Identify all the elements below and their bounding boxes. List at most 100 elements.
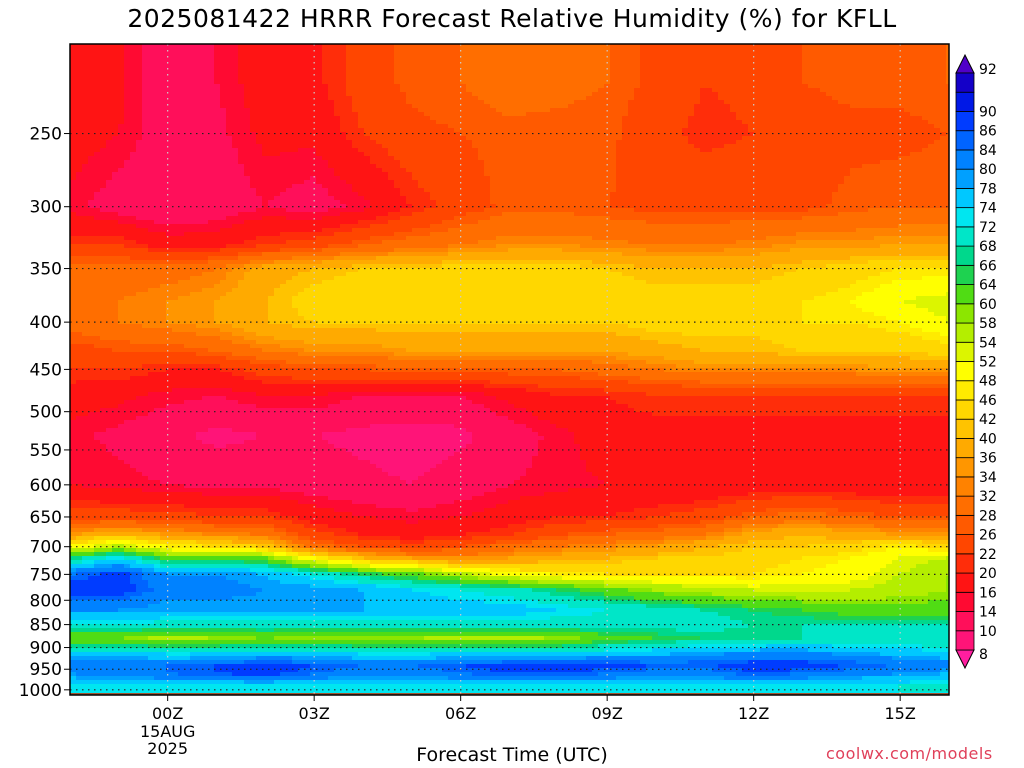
rh-cell-14-24 [214,100,221,105]
rh-cell-14-119 [784,100,791,105]
rh-cell-0-104 [694,44,701,49]
rh-cell-10-5 [100,84,107,89]
rh-cell-30-11 [136,164,143,169]
rh-cell-22-15 [160,132,167,137]
rh-cell-2-66 [466,52,473,57]
rh-cell-13-14 [154,96,161,101]
rh-cell-7-134 [874,72,881,77]
rh-cell-23-146 [946,136,949,141]
rh-cell-22-54 [394,132,401,137]
rh-cell-5-58 [418,64,425,69]
rh-cell-31-99 [664,168,671,173]
rh-cell-27-116 [766,152,773,157]
rh-cell-23-62 [442,136,449,141]
rh-cell-5-44 [334,64,341,69]
rh-cell-26-49 [364,148,371,153]
rh-cell-25-130 [850,144,857,149]
rh-cell-19-42 [322,120,329,125]
rh-cell-5-144 [934,64,941,69]
rh-cell-18-133 [868,116,875,121]
rh-cell-17-29 [244,112,251,117]
rh-cell-16-49 [364,108,371,113]
rh-cell-29-144 [934,160,941,165]
rh-cell-33-97 [652,176,659,181]
rh-cell-4-55 [400,60,407,65]
rh-cell-1-111 [736,48,743,53]
rh-cell-25-87 [592,144,599,149]
rh-cell-27-69 [484,152,491,157]
rh-cell-8-121 [796,76,803,81]
rh-cell-8-96 [646,76,653,81]
rh-cell-6-59 [424,68,431,73]
rh-cell-19-30 [250,120,257,125]
rh-cell-15-49 [364,104,371,109]
rh-cell-10-119 [784,84,791,89]
rh-cell-1-136 [886,48,893,53]
rh-cell-23-69 [484,136,491,141]
rh-cell-10-86 [586,84,593,89]
rh-cell-33-132 [862,176,869,181]
rh-cell-14-61 [436,100,443,105]
rh-cell-17-18 [178,112,185,117]
rh-cell-15-77 [532,104,539,109]
rh-cell-0-73 [508,44,515,49]
rh-cell-18-15 [160,116,167,121]
rh-cell-33-71 [496,176,503,181]
rh-cell-9-144 [934,80,941,85]
rh-cell-31-13 [148,168,155,173]
rh-cell-14-74 [514,100,521,105]
rh-cell-19-9 [124,120,131,125]
rh-cell-0-14 [154,44,161,49]
rh-cell-19-12 [142,120,149,125]
rh-cell-2-55 [400,52,407,57]
rh-cell-14-92 [622,100,629,105]
rh-cell-1-19 [184,48,191,53]
rh-cell-17-15 [160,112,167,117]
rh-cell-13-55 [400,96,407,101]
rh-cell-31-76 [526,168,533,173]
rh-cell-30-126 [826,164,833,169]
rh-cell-29-25 [220,160,227,165]
rh-cell-17-81 [556,112,563,117]
rh-cell-18-45 [340,116,347,121]
rh-cell-2-44 [334,52,341,57]
rh-cell-23-42 [322,136,329,141]
rh-cell-19-38 [298,120,305,125]
rh-cell-12-28 [238,92,245,97]
rh-cell-27-106 [706,152,713,157]
rh-cell-22-44 [334,132,341,137]
rh-cell-4-44 [334,60,341,65]
rh-cell-30-145 [940,164,947,169]
rh-cell-11-64 [454,88,461,93]
rh-cell-16-128 [838,108,845,113]
rh-cell-4-40 [310,60,317,65]
rh-cell-6-21 [196,68,203,73]
rh-cell-33-67 [472,176,479,181]
rh-cell-13-135 [880,96,887,101]
rh-cell-22-121 [796,132,803,137]
rh-cell-20-18 [178,124,185,129]
rh-cell-13-91 [616,96,623,101]
rh-cell-19-129 [844,120,851,125]
rh-cell-2-75 [520,52,527,57]
rh-cell-18-41 [316,116,323,121]
rh-cell-29-74 [514,160,521,165]
rh-cell-22-139 [904,132,911,137]
rh-cell-11-4 [94,88,101,93]
rh-cell-28-130 [850,156,857,161]
rh-cell-24-137 [892,140,899,145]
rh-cell-22-82 [562,132,569,137]
rh-cell-6-33 [268,68,275,73]
rh-cell-11-35 [280,88,287,93]
rh-cell-26-118 [778,148,785,153]
rh-cell-18-49 [364,116,371,121]
rh-cell-5-57 [412,64,419,69]
rh-cell-24-121 [796,140,803,145]
rh-cell-1-103 [688,48,695,53]
rh-cell-4-74 [514,60,521,65]
rh-cell-32-69 [484,172,491,177]
rh-cell-19-109 [724,120,731,125]
rh-cell-7-87 [592,72,599,77]
rh-cell-12-139 [904,92,911,97]
rh-cell-26-56 [406,148,413,153]
